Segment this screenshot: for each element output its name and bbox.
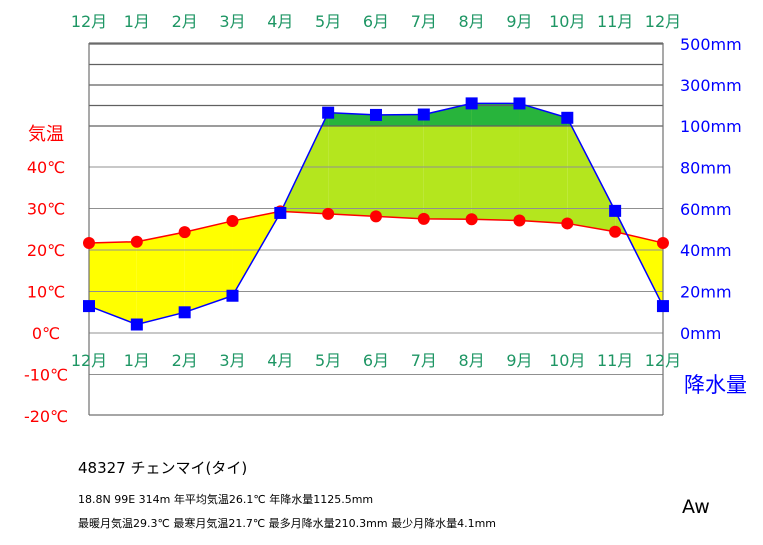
precipitation-point <box>465 97 478 110</box>
month-label: 3月 <box>219 12 245 31</box>
climate-class: Aw <box>682 496 710 518</box>
precipitation-point <box>609 204 622 217</box>
month-label: 7月 <box>411 351 437 370</box>
fill-segment <box>423 103 472 220</box>
month-label: 12月 <box>645 351 681 370</box>
precipitation-point <box>130 318 143 331</box>
temperature-tick: 0℃ <box>32 324 60 343</box>
month-label: 12月 <box>71 12 107 31</box>
temperature-point <box>513 214 526 227</box>
month-label: 12月 <box>645 12 681 31</box>
temperature-point <box>130 235 143 248</box>
axis-labels: 12月 12月 1月 1月 2月 2月 3月 3月 4月 4月 5月 5月 6月 6月 7月 7月 8月 8月 9月… <box>24 12 747 426</box>
fill-segment <box>328 112 376 217</box>
fill-segment <box>471 103 520 221</box>
precipitation-point <box>369 108 382 121</box>
temperature-tick: -20℃ <box>24 407 68 426</box>
fill-segment-very-wet <box>519 103 568 126</box>
plot-frame <box>88 42 664 416</box>
station-stats-1: 18.8N 99E 314m 年平均気温26.1℃ 年降水量1125.5mm <box>78 493 374 506</box>
fill-segment <box>136 232 185 325</box>
month-label: 11月 <box>597 12 633 31</box>
month-label: 8月 <box>459 12 485 31</box>
month-label: 7月 <box>411 12 437 31</box>
month-label: 8月 <box>459 351 485 370</box>
month-label: 2月 <box>172 351 198 370</box>
precipitation-point <box>178 306 191 319</box>
fill-segment <box>567 117 616 232</box>
series-markers <box>83 97 669 331</box>
precipitation-axis-label: 降水量 <box>684 373 747 397</box>
fill-segment <box>184 220 233 313</box>
temperature-point <box>417 212 430 225</box>
grid-lines <box>89 43 663 375</box>
month-label: 10月 <box>549 12 585 31</box>
precipitation-tick: 20mm <box>680 283 732 302</box>
fill-segment-very-wet <box>423 103 472 126</box>
month-label: 11月 <box>597 351 633 370</box>
precipitation-point <box>656 300 669 313</box>
precipitation-point <box>322 106 335 119</box>
temperature-point <box>609 225 622 238</box>
precipitation-tick: 60mm <box>680 200 732 219</box>
temperature-tick: 40℃ <box>27 158 65 177</box>
temperature-point <box>322 207 335 220</box>
temperature-tick: 10℃ <box>27 283 65 302</box>
month-label: 5月 <box>315 12 341 31</box>
precipitation-tick: 40mm <box>680 241 732 260</box>
precipitation-point <box>417 108 430 121</box>
fill-segment-very-wet <box>328 112 376 126</box>
precipitation-point <box>83 300 95 313</box>
temperature-point <box>369 210 382 223</box>
precipitation-tick: 500mm <box>680 35 742 54</box>
month-label: 2月 <box>172 12 198 31</box>
station-title: 48327 チェンマイ(タイ) <box>78 459 248 477</box>
precipitation-tick: 0mm <box>680 324 721 343</box>
temperature-point <box>656 236 669 249</box>
precipitation-tick: 80mm <box>680 158 732 177</box>
temperature-point <box>83 236 95 249</box>
fill-segment-very-wet <box>471 103 520 126</box>
fill-segment <box>519 103 568 224</box>
precipitation-point <box>226 289 239 302</box>
precipitation-tick: 100mm <box>680 117 742 136</box>
temperature-point <box>465 213 478 226</box>
month-label: 1月 <box>124 12 150 31</box>
month-label: 4月 <box>267 12 293 31</box>
temperature-point <box>226 214 239 227</box>
month-label: 9月 <box>506 351 532 370</box>
month-label: 4月 <box>267 351 293 370</box>
precipitation-point <box>274 206 287 219</box>
station-stats-2: 最暖月気温29.3℃ 最寒月気温21.7℃ 最多月降水量210.3mm 最少月降… <box>78 517 497 530</box>
month-label: 9月 <box>506 12 532 31</box>
temperature-axis-label: 気温 <box>28 124 64 145</box>
temperature-point <box>561 217 574 230</box>
month-label: 6月 <box>363 12 389 31</box>
precipitation-tick: 300mm <box>680 76 742 95</box>
month-label: 12月 <box>71 351 107 370</box>
month-label: 3月 <box>219 351 245 370</box>
fill-segment <box>89 241 137 325</box>
month-label: 1月 <box>124 351 150 370</box>
temperature-point <box>178 226 191 239</box>
fill-segment-very-wet <box>375 114 424 126</box>
temperature-tick: 30℃ <box>27 200 65 219</box>
precipitation-point <box>561 111 574 124</box>
temperature-tick: 20℃ <box>27 241 65 260</box>
temperature-tick: -10℃ <box>24 366 68 385</box>
month-label: 5月 <box>315 351 341 370</box>
month-label: 6月 <box>363 351 389 370</box>
precipitation-point <box>513 97 526 110</box>
month-label: 10月 <box>549 351 585 370</box>
